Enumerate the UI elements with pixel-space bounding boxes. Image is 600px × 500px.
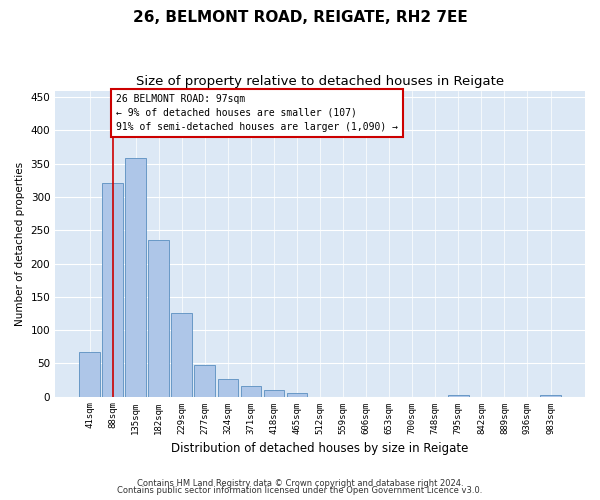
Bar — [148, 240, 169, 396]
Title: Size of property relative to detached houses in Reigate: Size of property relative to detached ho… — [136, 75, 504, 88]
Text: Contains HM Land Registry data © Crown copyright and database right 2024.: Contains HM Land Registry data © Crown c… — [137, 478, 463, 488]
X-axis label: Distribution of detached houses by size in Reigate: Distribution of detached houses by size … — [172, 442, 469, 455]
Bar — [172, 314, 192, 396]
Bar — [218, 380, 238, 396]
Text: 26 BELMONT ROAD: 97sqm
← 9% of detached houses are smaller (107)
91% of semi-det: 26 BELMONT ROAD: 97sqm ← 9% of detached … — [116, 94, 398, 132]
Bar — [79, 352, 100, 397]
Text: Contains public sector information licensed under the Open Government Licence v3: Contains public sector information licen… — [118, 486, 482, 495]
Bar — [241, 386, 262, 396]
Bar — [287, 393, 307, 396]
Bar — [125, 158, 146, 396]
Bar — [194, 364, 215, 396]
Text: 26, BELMONT ROAD, REIGATE, RH2 7EE: 26, BELMONT ROAD, REIGATE, RH2 7EE — [133, 10, 467, 25]
Bar — [448, 395, 469, 396]
Bar — [263, 390, 284, 396]
Y-axis label: Number of detached properties: Number of detached properties — [15, 162, 25, 326]
Bar — [102, 183, 123, 396]
Bar — [540, 395, 561, 396]
